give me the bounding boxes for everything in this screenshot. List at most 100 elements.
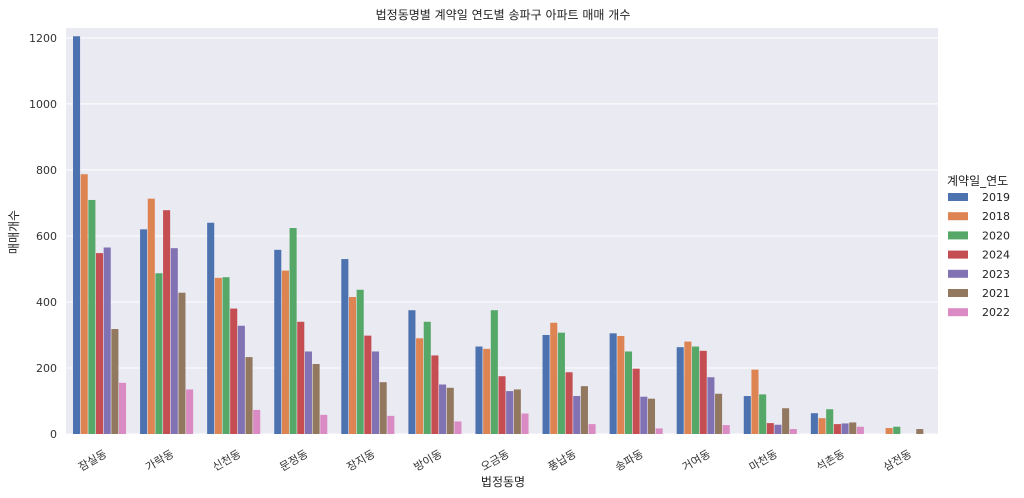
bar-2023-8 <box>640 396 648 434</box>
bar-2023-9 <box>707 377 715 434</box>
legend-item-2019: 2019 <box>982 191 1010 204</box>
bar-2021-12 <box>916 429 924 434</box>
bar-2024-5 <box>431 355 439 434</box>
bar-2018-1 <box>147 198 155 434</box>
legend-swatch-2019 <box>948 193 968 201</box>
bar-2022-11 <box>856 426 864 434</box>
x-tick-label: 삼전동 <box>881 447 914 473</box>
bar-2018-7 <box>550 322 558 434</box>
bar-2020-12 <box>893 426 901 434</box>
bar-2018-0 <box>80 174 88 434</box>
x-tick-label: 신천동 <box>210 446 243 473</box>
y-axis-ticks: 0 200 400 600 800 1000 1200 <box>29 32 57 441</box>
bar-2020-8 <box>624 351 633 434</box>
bar-2018-2 <box>214 277 222 434</box>
bar-2023-7 <box>573 396 581 434</box>
y-tick-label: 1000 <box>29 98 57 111</box>
bar-2021-2 <box>245 357 253 434</box>
bar-2022-10 <box>789 429 797 434</box>
legend-item-2024: 2024 <box>982 249 1010 262</box>
bar-2021-6 <box>513 389 521 434</box>
bar-2020-4 <box>356 289 364 434</box>
bar-2023-2 <box>237 325 245 434</box>
bar-2024-10 <box>766 423 774 434</box>
bar-2024-2 <box>230 308 238 434</box>
y-tick-label: 200 <box>36 362 57 375</box>
bar-2021-4 <box>379 382 387 434</box>
y-tick-label: 600 <box>36 230 57 243</box>
legend-swatch-2023 <box>948 269 968 278</box>
bar-2019-5 <box>408 310 416 434</box>
bar-2019-11 <box>810 413 818 434</box>
bar-2020-5 <box>423 321 431 434</box>
legend-item-2018: 2018 <box>982 210 1010 223</box>
bar-2021-1 <box>178 292 186 434</box>
bar-2023-1 <box>170 248 178 434</box>
legend-title: 계약일_연도 <box>947 173 1008 188</box>
bar-2019-8 <box>609 333 617 434</box>
bar-2022-3 <box>320 414 328 434</box>
bar-2019-7 <box>542 334 550 434</box>
bar-2024-7 <box>565 372 573 434</box>
y-tick-label: 800 <box>36 164 57 177</box>
bar-2024-8 <box>632 368 640 434</box>
x-tick-label: 장지동 <box>345 447 378 473</box>
bar-2022-6 <box>521 413 529 434</box>
x-tick-label: 송파동 <box>613 447 646 473</box>
legend-swatch-2022 <box>948 308 968 317</box>
bar-2018-4 <box>348 297 357 434</box>
x-tick-label: 석촌동 <box>814 447 847 473</box>
bar-2020-3 <box>289 228 297 434</box>
bar-2023-5 <box>439 384 447 434</box>
bar-2022-8 <box>655 428 663 434</box>
bar-2018-10 <box>751 369 759 434</box>
bar-2019-10 <box>743 396 751 434</box>
bar-2024-0 <box>96 253 104 434</box>
bar-2024-11 <box>833 424 841 434</box>
bar-2018-3 <box>281 270 289 434</box>
bar-2019-6 <box>475 346 483 434</box>
bar-2021-0 <box>111 329 119 434</box>
bar-2019-2 <box>207 222 215 434</box>
legend-item-2021: 2021 <box>982 287 1010 300</box>
bar-2018-5 <box>416 338 424 434</box>
y-tick-label: 1200 <box>29 32 57 45</box>
bar-2019-3 <box>274 249 282 434</box>
bar-2021-5 <box>446 387 454 434</box>
bar-2024-1 <box>163 210 171 434</box>
bar-2022-9 <box>722 425 730 434</box>
legend-item-2022: 2022 <box>982 306 1010 319</box>
bar-2021-3 <box>312 364 320 434</box>
bar-2019-0 <box>73 36 81 434</box>
bar-2022-0 <box>119 382 127 434</box>
bar-2021-7 <box>580 386 588 434</box>
bar-2021-8 <box>647 398 656 434</box>
bars <box>73 36 924 434</box>
bar-2022-5 <box>454 421 462 434</box>
bar-2024-6 <box>498 376 506 434</box>
bar-2021-11 <box>849 422 857 434</box>
bar-2021-10 <box>782 408 790 434</box>
bar-2023-10 <box>774 424 782 434</box>
bar-2018-8 <box>617 335 625 434</box>
bar-2024-9 <box>699 350 707 434</box>
plot-area <box>66 28 938 434</box>
bar-2020-6 <box>490 310 498 434</box>
bar-2019-1 <box>140 229 148 434</box>
legend-item-2023: 2023 <box>982 268 1010 281</box>
bar-2020-9 <box>692 346 700 434</box>
bar-2020-10 <box>759 394 767 434</box>
x-tick-label: 문정동 <box>277 447 310 473</box>
legend-item-2020: 2020 <box>982 229 1010 242</box>
x-tick-label: 마천동 <box>747 446 780 473</box>
x-tick-label: 풍납동 <box>546 447 579 473</box>
bar-2019-4 <box>341 259 349 434</box>
x-tick-label: 방이동 <box>412 447 445 473</box>
x-axis-label: 법정동명 <box>481 475 525 489</box>
bar-2022-2 <box>253 409 261 434</box>
bar-2020-2 <box>222 277 230 434</box>
bar-2023-3 <box>304 351 312 434</box>
legend-swatch-2018 <box>948 212 968 221</box>
legend: 계약일_연도 2019 2018 2020 2024 2023 2021 2022 <box>947 173 1010 319</box>
